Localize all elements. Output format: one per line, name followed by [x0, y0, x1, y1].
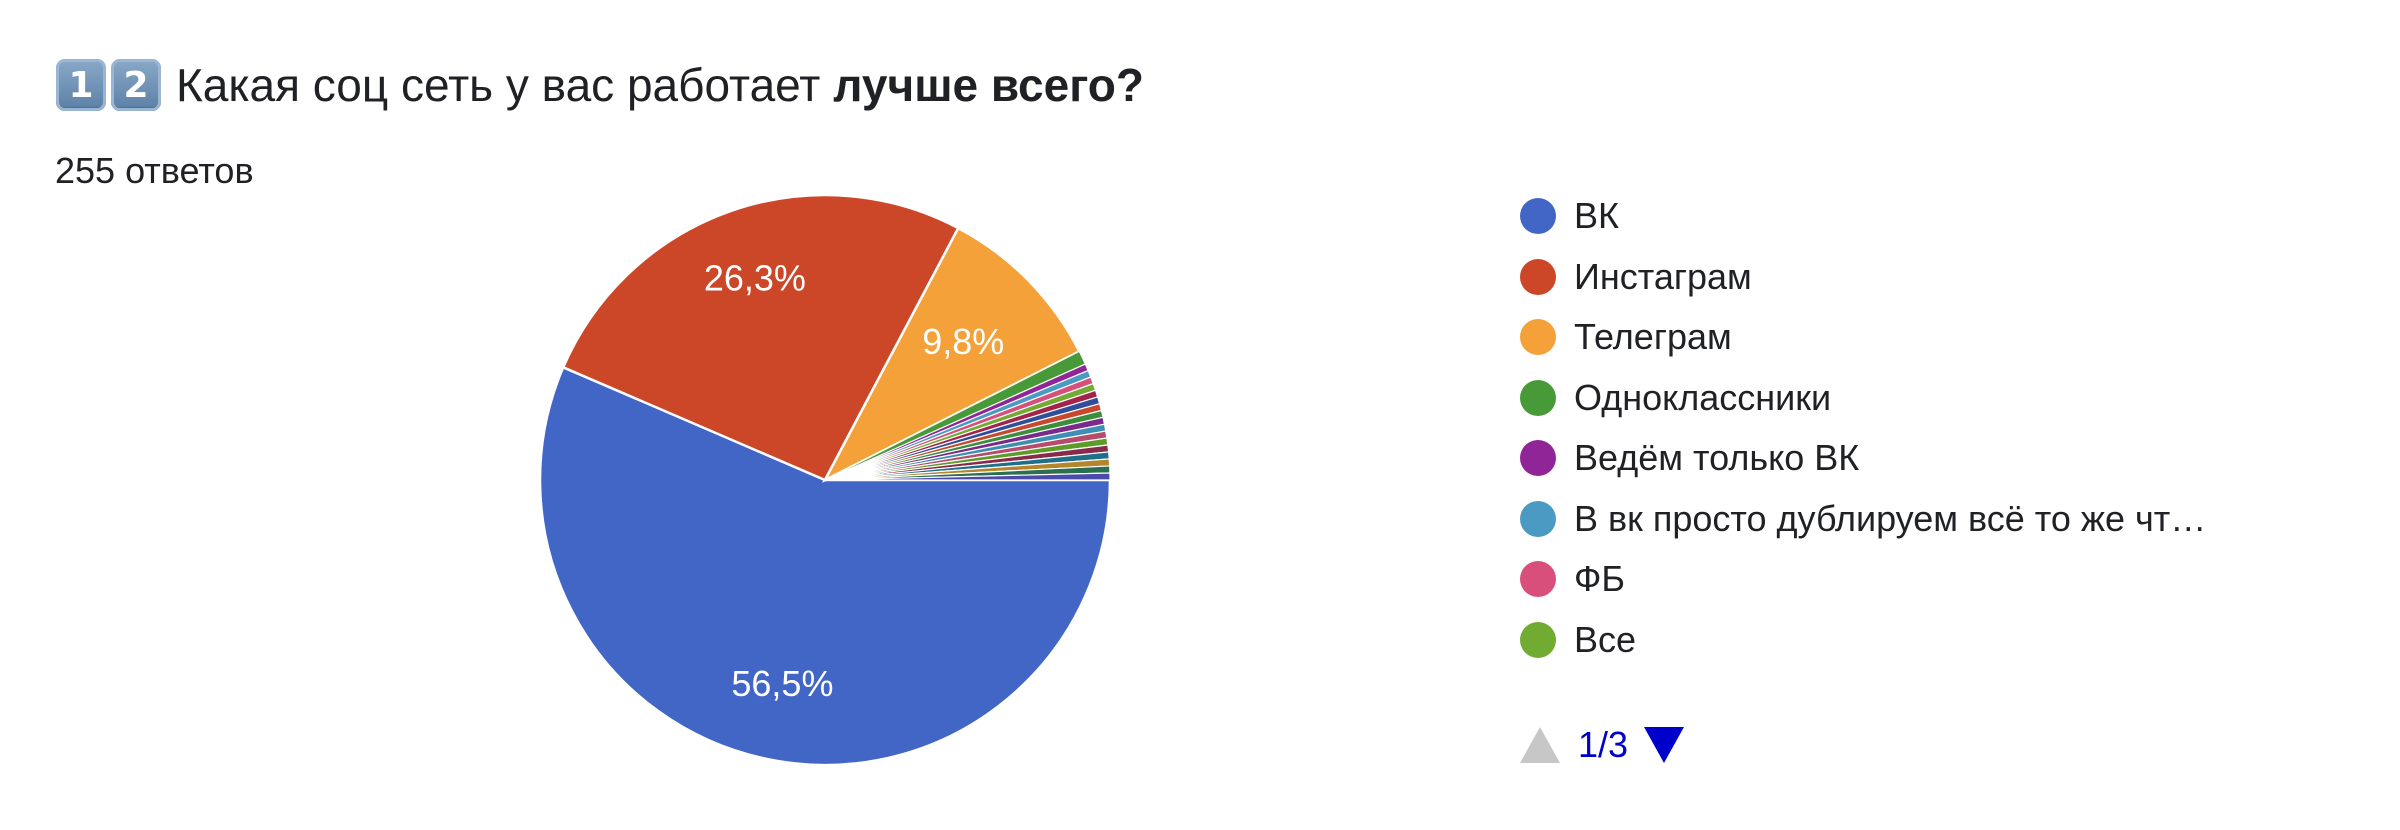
- legend-swatch: [1520, 500, 1556, 537]
- slice-percent-label: 56,5%: [731, 663, 833, 704]
- legend-label: ВК: [1574, 195, 1619, 237]
- legend-pager: 1/3: [1520, 720, 1685, 770]
- title-bold: лучше всего?: [833, 59, 1144, 111]
- legend-swatch: [1520, 561, 1556, 598]
- response-count: 255 ответов: [55, 150, 254, 191]
- legend-label: Одноклассники: [1574, 376, 1832, 418]
- keycap-one-icon: 1: [56, 59, 106, 111]
- legend-label: ФБ: [1574, 558, 1625, 600]
- legend-swatch: [1520, 379, 1556, 416]
- legend-item[interactable]: В вк просто дублируем всё то же чт…: [1520, 489, 2206, 550]
- page-up-icon[interactable]: [1520, 727, 1560, 763]
- legend-label: Телеграм: [1574, 316, 1732, 358]
- legend-label: В вк просто дублируем всё то же чт…: [1574, 497, 2207, 539]
- pie-slice[interactable]: [824, 472, 1111, 481]
- keycap-two-icon: 2: [111, 59, 161, 111]
- legend-swatch: [1520, 621, 1556, 658]
- legend-label: Инстаграм: [1574, 255, 1752, 297]
- slice-percent-label: 9,8%: [922, 321, 1004, 362]
- title-regular: Какая соц сеть у вас работает: [176, 59, 821, 111]
- legend-swatch: [1520, 258, 1556, 295]
- legend-item[interactable]: ФБ: [1520, 549, 2206, 610]
- page-down-icon[interactable]: [1644, 727, 1685, 763]
- legend-swatch: [1520, 198, 1556, 235]
- legend-item[interactable]: Одноклассники: [1520, 368, 2206, 429]
- keycap-emoji-group: 1 2: [56, 59, 166, 111]
- legend-item[interactable]: Инстаграм: [1520, 247, 2206, 308]
- page-indicator: 1/3: [1578, 724, 1629, 765]
- legend-label: Ведём только ВК: [1574, 437, 1860, 479]
- legend-item[interactable]: ВК: [1520, 186, 2206, 247]
- legend-swatch: [1520, 440, 1556, 477]
- chart-title: 1 2 Какая соц сеть у вас работает лучше …: [56, 50, 1144, 120]
- legend-item[interactable]: Все: [1520, 610, 2206, 671]
- slice-percent-label: 26,3%: [704, 258, 806, 299]
- legend: ВК Инстаграм Телеграм Одноклассники Ведём то…: [1520, 186, 2206, 670]
- legend-label: Все: [1574, 618, 1637, 660]
- pie-slice[interactable]: [538, 365, 1112, 767]
- legend-swatch: [1520, 319, 1556, 356]
- legend-item[interactable]: Телеграм: [1520, 307, 2206, 368]
- pie-slice[interactable]: [822, 226, 1082, 483]
- pie-slice[interactable]: [561, 193, 960, 482]
- pie-chart: 56,5% 26,3% 9,8%: [538, 193, 1112, 767]
- legend-item[interactable]: Ведём только ВК: [1520, 428, 2206, 489]
